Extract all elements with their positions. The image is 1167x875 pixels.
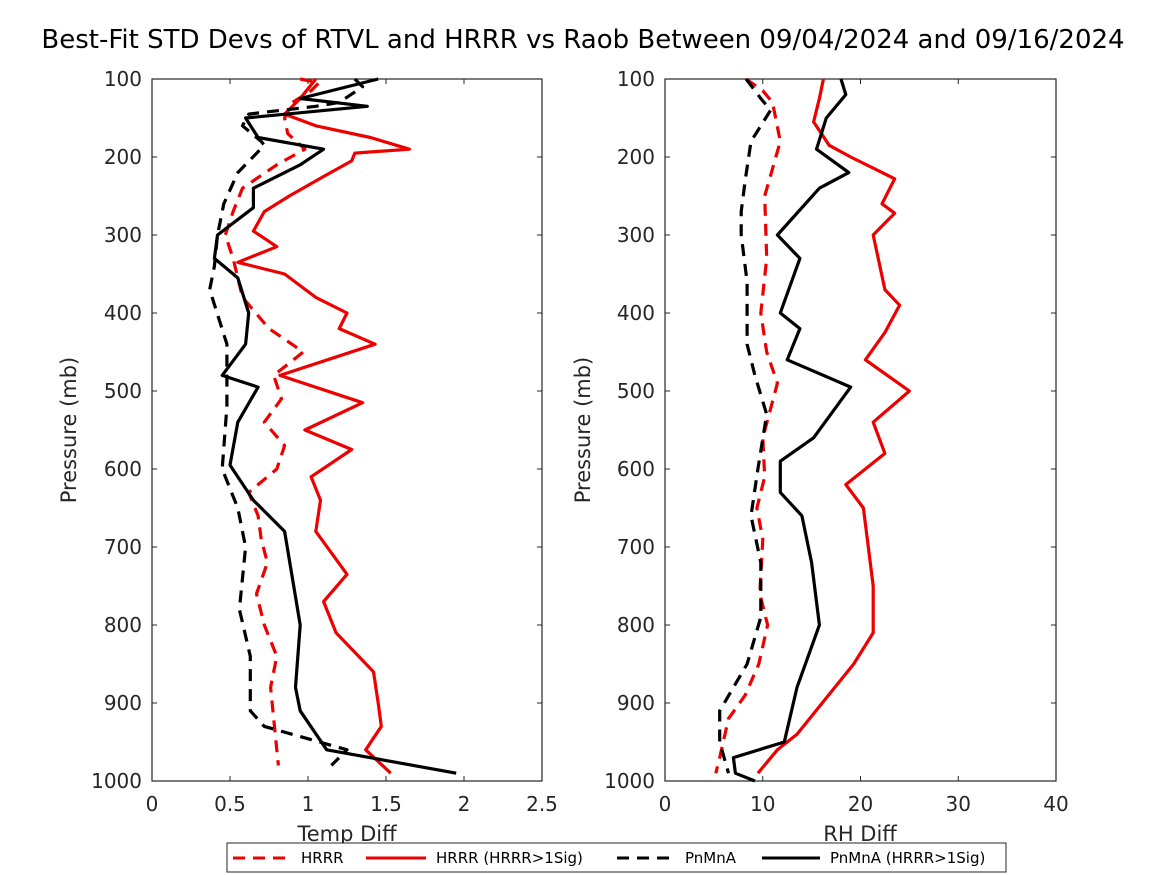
temp-diff-axes-box — [151, 78, 543, 782]
legend: HRRR HRRR (HRRR>1Sig) PnMnA PnMnA (HRRR>… — [226, 842, 1007, 873]
legend-entry-hrrr: HRRR — [233, 849, 344, 867]
temp-diff-x-tick-label: 1 — [302, 792, 315, 816]
rh-diff-y-tick-label: 900 — [617, 691, 655, 715]
rh-diff-y-tick-label: 500 — [617, 379, 655, 403]
rh-diff-series-hrrr — [714, 77, 782, 774]
rh-diff-x-tick-label: 30 — [946, 792, 971, 816]
rh-diff-y-tick-label: 200 — [617, 145, 655, 169]
temp-diff-y-tick-label: 100 — [104, 67, 142, 91]
legend-label-pnmna: PnMnA — [685, 849, 737, 867]
temp-diff-panel: 100 200 300 400 500 600 700 800 900 1000 0 0.5 1 1.5… — [57, 67, 558, 846]
rh-diff-y-tick-label: 300 — [617, 223, 655, 247]
temp-diff-y-tick-label: 700 — [104, 535, 142, 559]
legend-entry-hrrr-sig: HRRR (HRRR>1Sig) — [366, 849, 583, 867]
rh-diff-y-tick-label: 700 — [617, 535, 655, 559]
temp-diff-x-tick-label: 1.5 — [370, 792, 402, 816]
rh-diff-y-ticks: 100 200 300 400 500 600 700 800 900 1000 — [604, 67, 1056, 793]
temp-diff-x-tick-label: 2 — [458, 792, 471, 816]
temp-diff-y-tick-label: 900 — [104, 691, 142, 715]
figure-title: Best-Fit STD Devs of RTVL and HRRR vs Ra… — [41, 25, 1124, 55]
legend-entry-pnmna-sig: PnMnA (HRRR>1Sig) — [762, 849, 985, 867]
rh-diff-series-hrrr-hrrr-1sig — [756, 78, 912, 775]
legend-box — [226, 842, 1007, 873]
temp-diff-y-tick-label: 600 — [104, 457, 142, 481]
rh-diff-y-tick-label: 400 — [617, 301, 655, 325]
legend-label-hrrr: HRRR — [301, 849, 344, 867]
temp-diff-series-pnmna — [208, 77, 365, 767]
temp-diff-y-tick-label: 800 — [104, 613, 142, 637]
rh-diff-series-pnmna-hrrr-1sig — [731, 78, 853, 783]
temp-diff-y-tick-label: 300 — [104, 223, 142, 247]
rh-diff-x-ticks: 0 10 20 30 40 — [659, 79, 1069, 816]
rh-diff-y-tick-label: 800 — [617, 613, 655, 637]
temp-diff-x-tick-label: 0 — [146, 792, 159, 816]
rh-diff-x-tick-label: 0 — [659, 792, 672, 816]
temp-diff-y-tick-label: 200 — [104, 145, 142, 169]
rh-diff-x-tick-label: 10 — [750, 792, 775, 816]
rh-diff-y-tick-label: 1000 — [604, 769, 655, 793]
rh-diff-y-label: Pressure (mb) — [571, 357, 595, 504]
temp-diff-y-label: Pressure (mb) — [57, 357, 81, 504]
rh-diff-panel: 100 200 300 400 500 600 700 800 900 1000 0 10 20 30 4… — [571, 67, 1069, 846]
temp-diff-x-ticks: 0 0.5 1 1.5 2 2.5 — [146, 79, 558, 816]
temp-diff-series-pnmna-hrrr-1sig — [212, 77, 457, 775]
rh-diff-x-tick-label: 20 — [848, 792, 873, 816]
rh-diff-x-label: RH Diff — [823, 822, 897, 846]
temp-diff-x-tick-label: 2.5 — [526, 792, 558, 816]
temp-diff-series-lines — [208, 77, 457, 775]
legend-label-pnmna-sig: PnMnA (HRRR>1Sig) — [830, 849, 985, 867]
rh-diff-series-lines — [714, 77, 912, 783]
temp-diff-x-label: Temp Diff — [296, 822, 397, 846]
temp-diff-y-tick-label: 400 — [104, 301, 142, 325]
rh-diff-axes-box — [664, 78, 1057, 782]
temp-diff-y-ticks: 100 200 300 400 500 600 700 800 900 1000 — [91, 67, 542, 793]
temp-diff-x-tick-label: 0.5 — [214, 792, 246, 816]
rh-diff-y-tick-label: 100 — [617, 67, 655, 91]
rh-diff-series-pnmna — [718, 78, 773, 774]
temp-diff-y-tick-label: 1000 — [91, 769, 142, 793]
rh-diff-y-tick-label: 600 — [617, 457, 655, 481]
temp-diff-series-hrrr-hrrr-1sig — [236, 78, 411, 775]
temp-diff-y-tick-label: 500 — [104, 379, 142, 403]
legend-entry-pnmna: PnMnA — [617, 849, 737, 867]
rh-diff-x-tick-label: 40 — [1043, 792, 1068, 816]
temp-diff-series-hrrr — [223, 77, 321, 766]
legend-label-hrrr-sig: HRRR (HRRR>1Sig) — [436, 849, 583, 867]
